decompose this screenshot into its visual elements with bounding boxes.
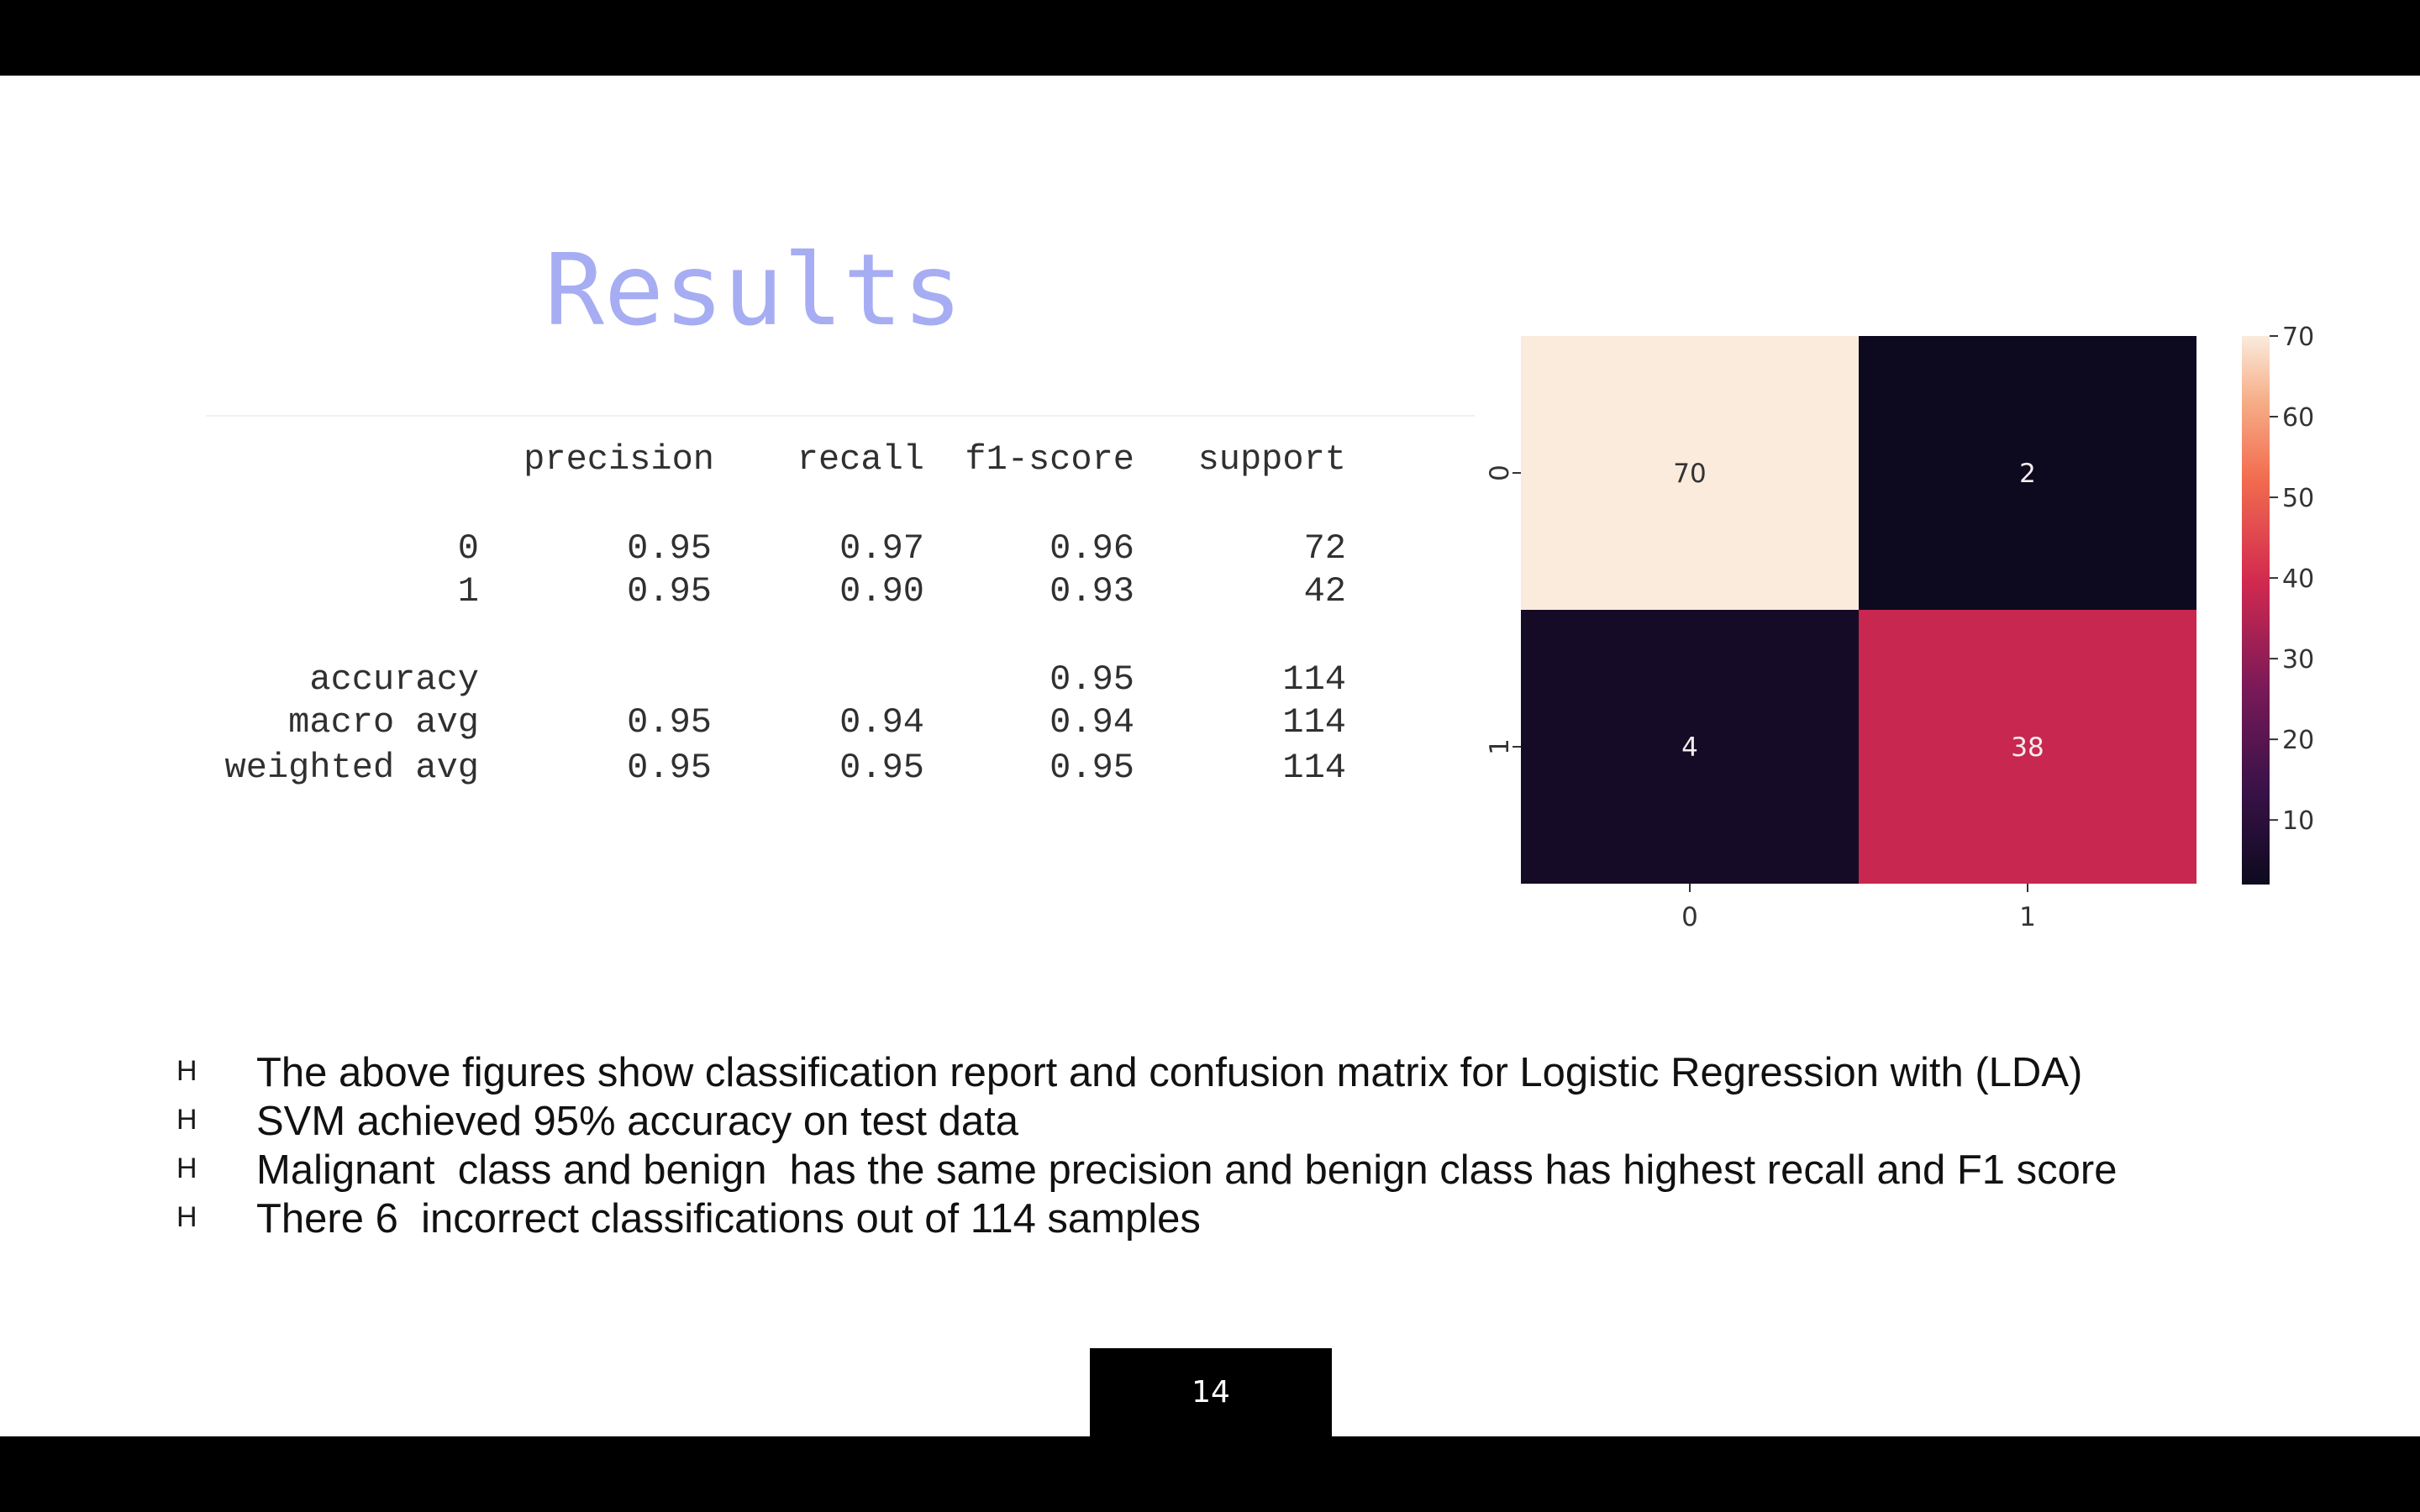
title-divider bbox=[206, 415, 1475, 417]
heatmap-cell-label: 70 bbox=[1673, 459, 1706, 489]
report-cell: 0.95 bbox=[627, 702, 712, 743]
colorbar-tick-label: 10 bbox=[2282, 806, 2314, 836]
bullet-marker: H bbox=[176, 1201, 197, 1233]
heatmap-cell-label: 2 bbox=[2019, 459, 2036, 489]
report-cell: 114 bbox=[1282, 748, 1346, 788]
colorbar-tick-label: 50 bbox=[2282, 484, 2314, 513]
report-cell: 0.95 bbox=[627, 571, 712, 612]
bullet-text: There 6 incorrect classifications out of… bbox=[256, 1196, 1201, 1242]
top-black-bar bbox=[0, 0, 2420, 76]
report-cell: 0.95 bbox=[627, 528, 712, 569]
colorbar bbox=[2242, 336, 2270, 885]
report-cell: 72 bbox=[1303, 528, 1346, 569]
bullet-marker: H bbox=[176, 1104, 197, 1136]
bullet-text: The above figures show classification re… bbox=[256, 1050, 2083, 1095]
report-cell: 0.94 bbox=[839, 702, 924, 743]
colorbar-tick-label: 70 bbox=[2282, 323, 2314, 352]
report-row-label: 1 bbox=[457, 571, 479, 612]
classification-report: precision recall f1-score support 0 0.95… bbox=[0, 0, 1428, 840]
report-cell: 0.95 bbox=[627, 748, 712, 788]
report-cell: 0.96 bbox=[1050, 528, 1134, 569]
bullet-text: Malignant class and benign has the same … bbox=[256, 1147, 2118, 1193]
bullet-item: H There 6 incorrect classifications out … bbox=[168, 1194, 2319, 1243]
bullet-marker: H bbox=[176, 1152, 197, 1184]
report-row-label: accuracy bbox=[309, 659, 479, 700]
report-cell: 0.90 bbox=[839, 571, 924, 612]
report-cell: 114 bbox=[1282, 702, 1346, 743]
heatmap-cell-label: 38 bbox=[2011, 732, 2044, 763]
y-tick-label: 0 bbox=[1485, 465, 1515, 481]
report-cell: 0.95 bbox=[1050, 748, 1134, 788]
report-cell: 0.93 bbox=[1050, 571, 1134, 612]
report-header-support: support bbox=[1197, 439, 1346, 480]
heatmap-cell bbox=[1859, 336, 2196, 610]
colorbar-tick-label: 60 bbox=[2282, 403, 2314, 433]
bullet-list: H The above figures show classification … bbox=[168, 1048, 2319, 1243]
report-cell: 0.95 bbox=[1050, 659, 1134, 700]
report-cell: 0.95 bbox=[839, 748, 924, 788]
bottom-black-bar bbox=[0, 1436, 2420, 1512]
bullet-item: H SVM achieved 95% accuracy on test data bbox=[168, 1097, 2319, 1146]
heatmap-cell bbox=[1521, 610, 1859, 884]
colorbar-tick-label: 30 bbox=[2282, 645, 2314, 675]
colorbar-tick-label: 40 bbox=[2282, 564, 2314, 594]
report-row-label: 0 bbox=[457, 528, 479, 569]
heatmap-cell-label: 4 bbox=[1681, 732, 1698, 763]
report-cell: 0.97 bbox=[839, 528, 924, 569]
x-tick-label: 1 bbox=[2019, 902, 2036, 932]
x-tick-label: 0 bbox=[1681, 902, 1698, 932]
page-number: 14 bbox=[1090, 1348, 1332, 1436]
heatmap-cell bbox=[1859, 610, 2196, 884]
bullet-marker: H bbox=[176, 1055, 197, 1087]
report-row-label: macro avg bbox=[288, 702, 479, 743]
heatmap-cell bbox=[1521, 336, 1859, 610]
report-header-precision: precision bbox=[523, 439, 714, 480]
report-header-f1: f1-score bbox=[965, 439, 1134, 480]
report-cell: 42 bbox=[1303, 571, 1346, 612]
report-header-recall: recall bbox=[797, 439, 924, 480]
colorbar-tick-label: 20 bbox=[2282, 726, 2314, 755]
y-tick-label: 1 bbox=[1485, 738, 1515, 755]
bullet-text: SVM achieved 95% accuracy on test data bbox=[256, 1099, 1019, 1144]
report-cell: 0.94 bbox=[1050, 702, 1134, 743]
bullet-item: H The above figures show classification … bbox=[168, 1048, 2319, 1097]
slide-title: Results bbox=[544, 232, 963, 348]
report-cell: 114 bbox=[1282, 659, 1346, 700]
bullet-item: H Malignant class and benign has the sam… bbox=[168, 1146, 2319, 1194]
report-row-label: weighted avg bbox=[224, 748, 479, 788]
